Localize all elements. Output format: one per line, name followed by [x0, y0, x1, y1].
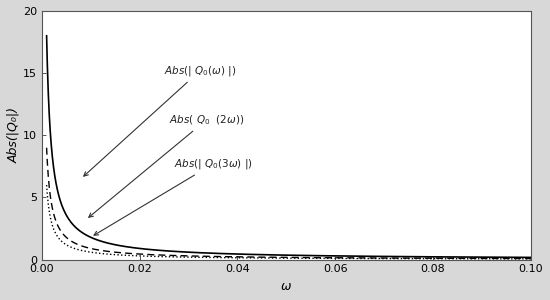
X-axis label: ω: ω: [281, 280, 292, 293]
Y-axis label: Abs(|Q₀|): Abs(|Q₀|): [7, 107, 20, 163]
Text: $\mathit{Abs}(|\ Q_0(\omega)\ |)$: $\mathit{Abs}(|\ Q_0(\omega)\ |)$: [84, 64, 236, 176]
Text: $\mathit{Abs}(\ Q_0\ \ (2\omega))$: $\mathit{Abs}(\ Q_0\ \ (2\omega))$: [89, 113, 244, 217]
Text: $\mathit{Abs}(|\ Q_0(3\omega)\ |)$: $\mathit{Abs}(|\ Q_0(3\omega)\ |)$: [94, 157, 253, 235]
